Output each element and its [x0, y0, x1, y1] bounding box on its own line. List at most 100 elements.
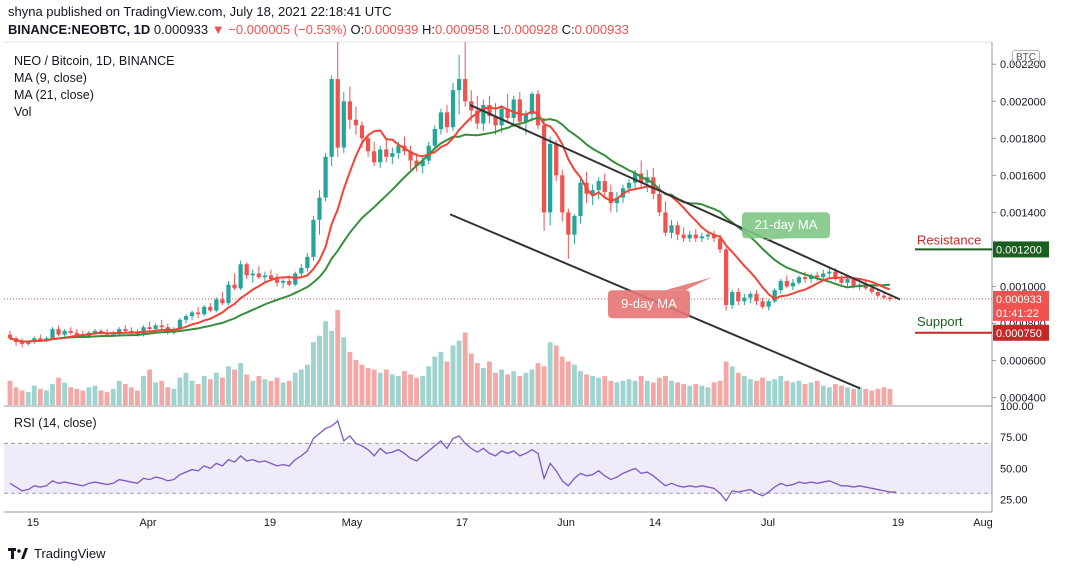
ma21-callout-bg [742, 212, 830, 239]
candle-body [657, 193, 662, 213]
candle-body [365, 138, 371, 152]
candle-body [444, 112, 450, 128]
volume-bar [863, 388, 869, 405]
volume-bar [553, 345, 559, 405]
high-label: H: [422, 22, 436, 37]
close-value: 0.000933 [574, 22, 629, 37]
candle-body [717, 238, 723, 250]
volume-bar [262, 379, 268, 405]
volume-bar [402, 371, 407, 405]
volume-bar [808, 382, 814, 405]
candle-body [815, 275, 820, 278]
candle-body [602, 180, 607, 193]
volume-bar [887, 388, 893, 405]
candle-body [432, 129, 437, 146]
volume-bar [796, 380, 802, 405]
candle-body [481, 104, 486, 124]
volume-bar [165, 387, 171, 405]
volume-bar [207, 379, 213, 405]
volume-bar [104, 392, 110, 405]
candle-body [450, 90, 456, 128]
resistance-label: Resistance [917, 232, 981, 247]
volume-bar [122, 384, 128, 405]
candle-body [784, 280, 789, 287]
volume-bar [681, 384, 687, 405]
candle-body [311, 219, 316, 257]
candle-body [802, 277, 808, 280]
volume-bar [408, 374, 413, 405]
candle-body [887, 297, 893, 299]
candle-body [135, 332, 140, 335]
volume-bar [128, 387, 134, 405]
volume-bar [717, 380, 723, 405]
ma21-callout-label: 21-day MA [755, 217, 818, 232]
candle-body [44, 338, 49, 341]
volume-bar [56, 377, 61, 405]
candle-body [226, 284, 231, 304]
volume-bar [359, 364, 365, 405]
price-tick-label: 0.001000 [1000, 281, 1046, 293]
candle-body [408, 151, 413, 161]
volume-bar [559, 356, 565, 405]
volume-bar [147, 369, 153, 405]
candle-body [487, 104, 492, 117]
candle-body [796, 277, 802, 283]
volume-bar [280, 382, 286, 405]
support-price-tag: 0.000750 [996, 328, 1042, 340]
volume-bar [353, 359, 359, 405]
candle-body [335, 79, 340, 148]
candle-body [208, 306, 213, 311]
legend-ma21: MA (21, close) [14, 88, 94, 102]
candle-body [724, 249, 729, 305]
candle-body [827, 271, 832, 274]
last-price: 0.000933 [153, 22, 209, 37]
volume-bar [760, 377, 765, 405]
candle-body [123, 329, 128, 331]
currency-badge[interactable]: BTC [1012, 50, 1040, 66]
volume-bar [317, 335, 322, 405]
time-tick-label: Jul [761, 517, 775, 529]
volume-bar [608, 380, 614, 405]
candle-body [632, 173, 638, 183]
candle-body [274, 279, 280, 283]
footer-brand[interactable]: TradingView [8, 546, 106, 561]
volume-bar [729, 366, 735, 405]
candle-body [535, 93, 541, 126]
candle-body [456, 79, 462, 91]
support-price-tag-bg [993, 324, 1049, 341]
volume-bar [256, 376, 262, 405]
rsi-tick-label: 100.00 [1000, 401, 1034, 413]
candle-body [736, 292, 741, 302]
time-tick-label: Apr [139, 517, 156, 529]
candle-body [790, 282, 796, 287]
candle-body [384, 149, 389, 157]
rsi-tick-label: 50.00 [1000, 463, 1028, 475]
volume-bar [219, 377, 225, 405]
volume-bar [474, 363, 480, 405]
candle-body [183, 316, 189, 320]
time-tick-label: Aug [973, 517, 993, 529]
candle-body [596, 180, 601, 191]
volume-bar [232, 369, 237, 405]
candle-body [347, 101, 352, 120]
volume-bar [614, 382, 620, 405]
time-tick-label: 19 [264, 517, 276, 529]
volume-bar [547, 342, 553, 405]
candle-body [293, 273, 298, 285]
candle-body [220, 299, 225, 304]
candle-body [541, 125, 547, 213]
volume-bar [141, 376, 146, 405]
time-tick-label: 17 [456, 517, 468, 529]
volume-bar [644, 380, 650, 405]
candle-body [74, 332, 79, 335]
volume-bar [201, 376, 207, 405]
volume-bar [638, 376, 644, 405]
volume-bar [25, 392, 31, 405]
volume-bar [820, 385, 826, 405]
volume-bar [778, 376, 784, 405]
candle-body [262, 275, 268, 278]
candle-body [305, 256, 310, 268]
volume-bar [286, 380, 292, 405]
volume-bar [365, 367, 371, 405]
